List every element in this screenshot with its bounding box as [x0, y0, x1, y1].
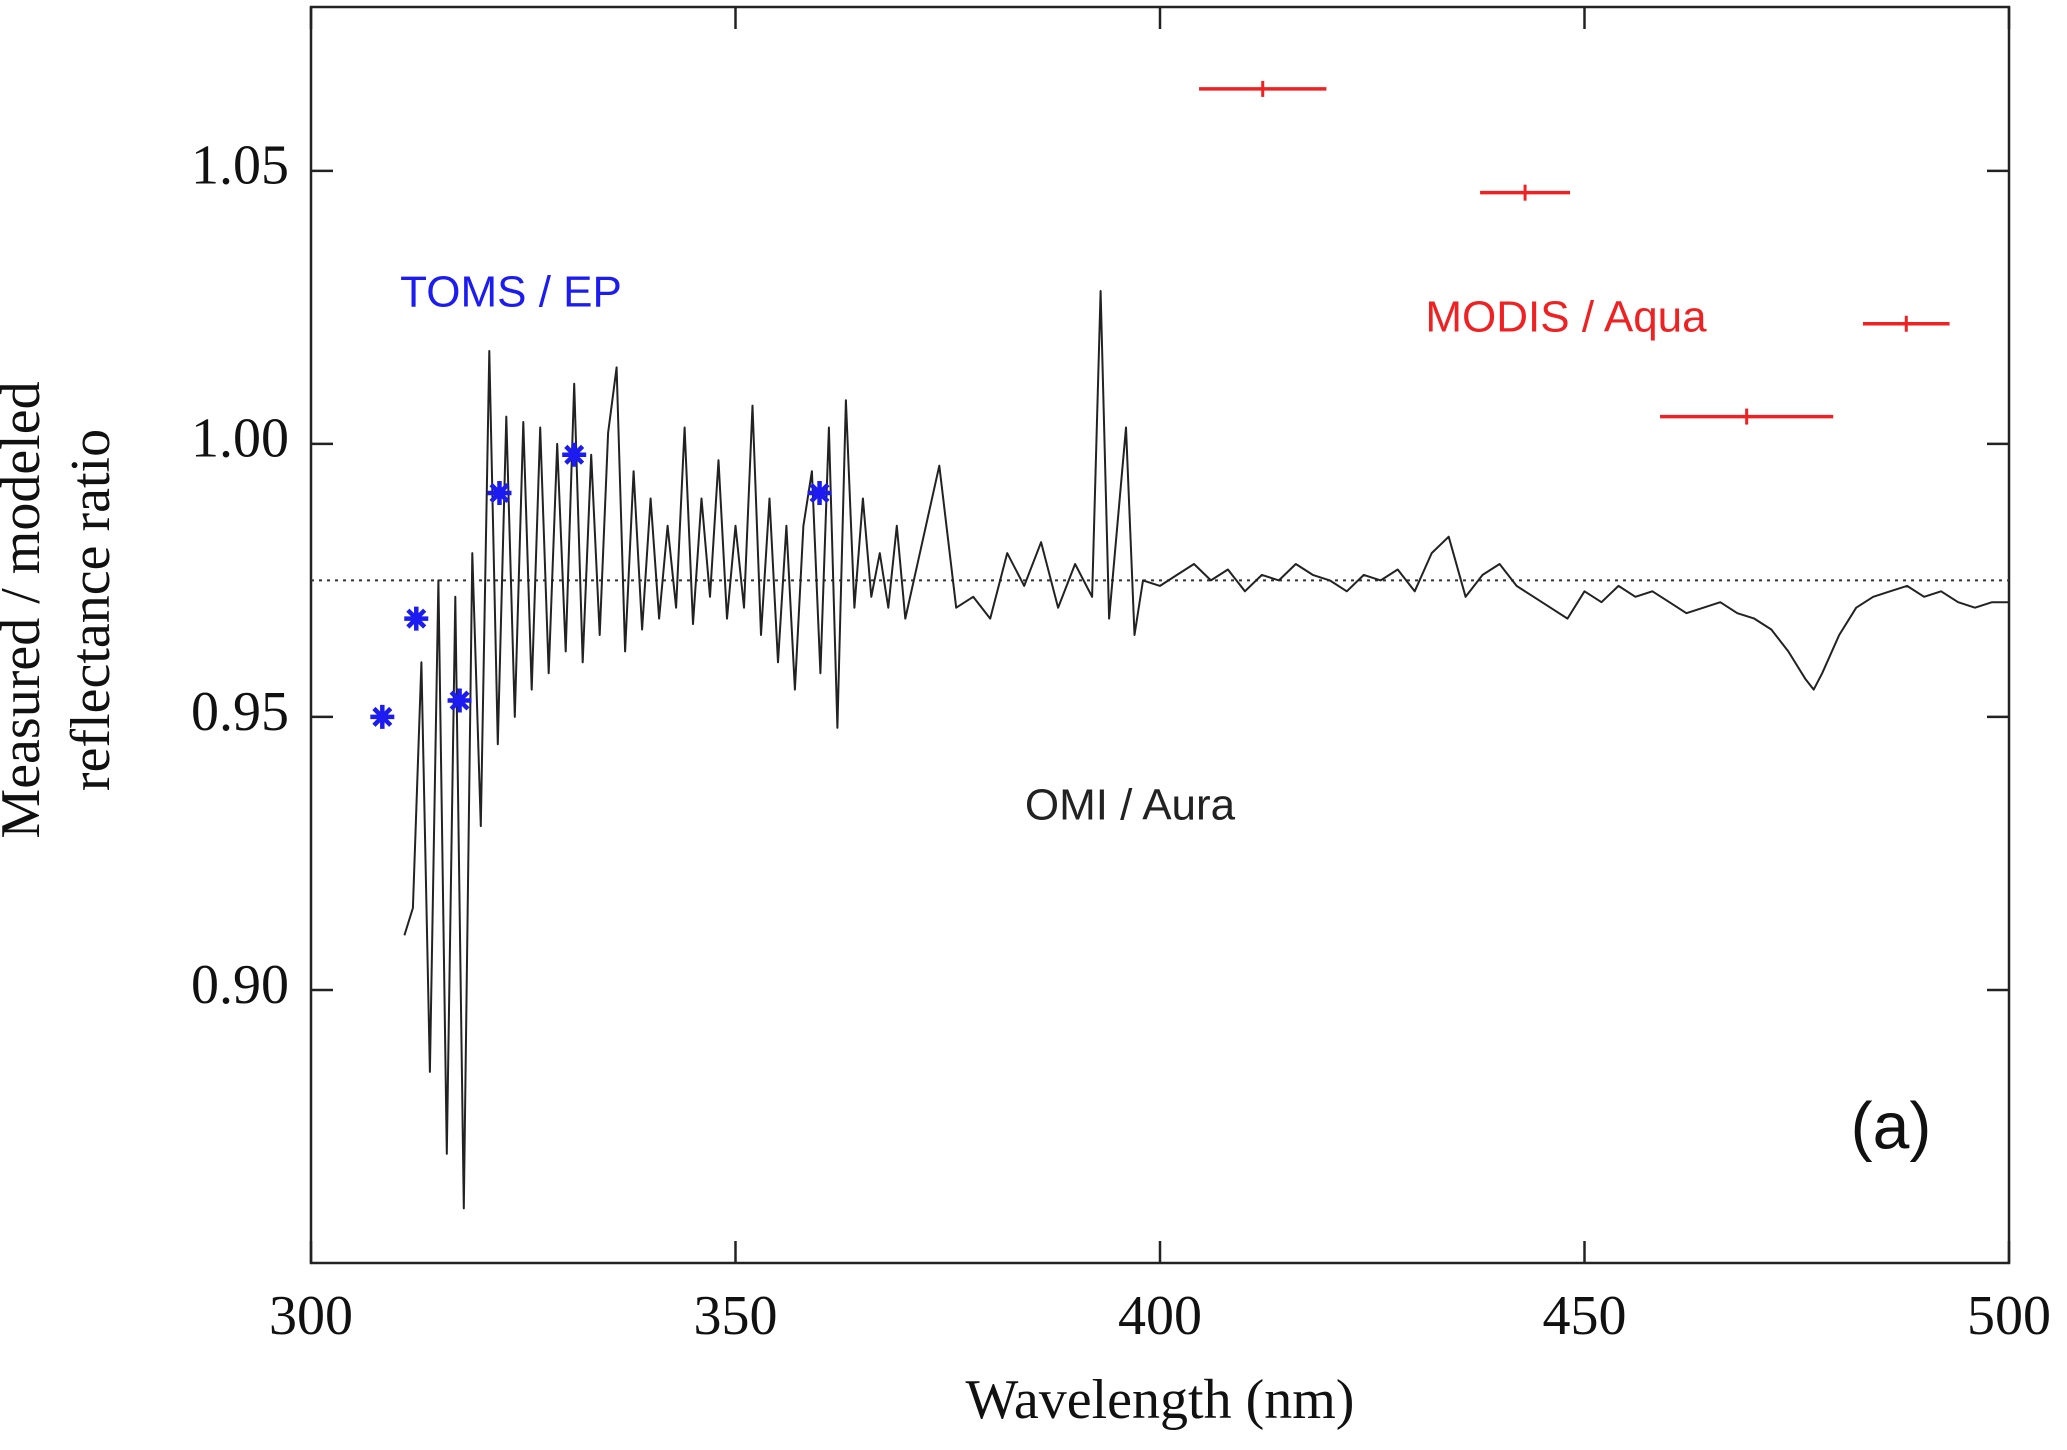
x-axis-label: Wavelength (nm) — [966, 1369, 1355, 1431]
y-tick-label: 0.95 — [191, 681, 289, 743]
star-marker — [404, 606, 429, 631]
y-tick-label: 0.90 — [191, 954, 289, 1016]
x-tick-label: 500 — [1967, 1285, 2051, 1347]
star-marker — [807, 481, 832, 506]
y-tick-label: 1.05 — [191, 135, 289, 197]
x-tick-label: 450 — [1543, 1285, 1627, 1347]
series-label: TOMS / EP — [400, 268, 622, 317]
x-tick-label: 400 — [1118, 1285, 1202, 1347]
data-line — [403, 290, 2009, 1210]
panel-label: (a) — [1851, 1088, 1932, 1162]
y-axis-label: reflectance ratio — [60, 429, 122, 791]
star-marker — [447, 688, 472, 713]
star-marker — [487, 481, 512, 506]
star-marker — [562, 442, 587, 467]
y-tick-label: 1.00 — [191, 408, 289, 470]
x-tick-label: 350 — [694, 1285, 778, 1347]
star-marker — [370, 704, 395, 729]
series-label: MODIS / Aqua — [1425, 293, 1707, 342]
y-axis-label: Measured / modeled — [0, 381, 52, 838]
series-label: OMI / Aura — [1025, 781, 1236, 830]
x-tick-label: 300 — [269, 1285, 353, 1347]
